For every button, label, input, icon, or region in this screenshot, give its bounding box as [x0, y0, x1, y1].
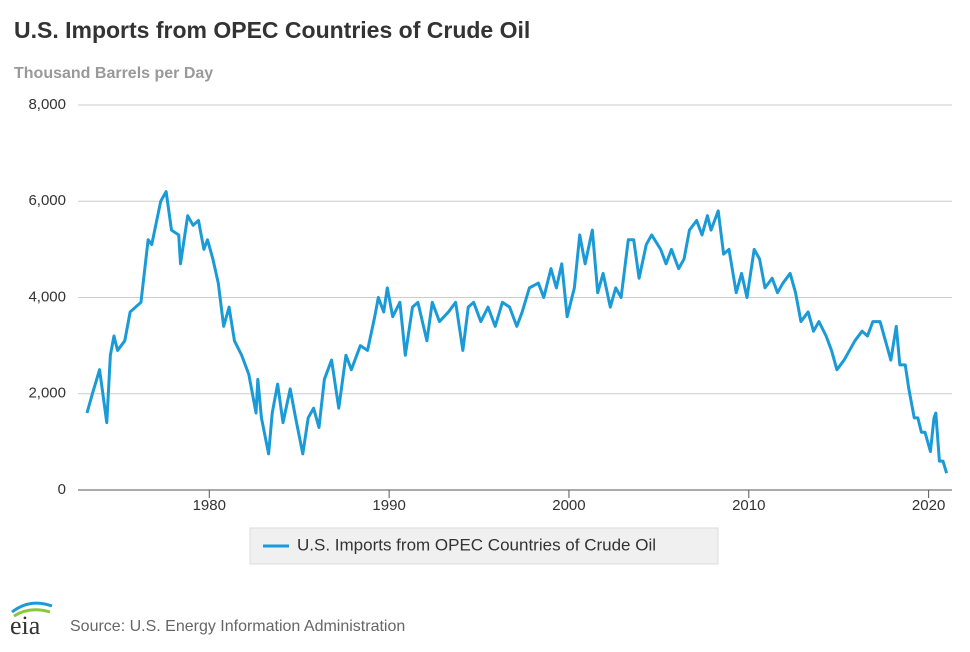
legend-label: U.S. Imports from OPEC Countries of Crud… — [297, 535, 656, 554]
x-tick-label: 1980 — [193, 497, 226, 514]
x-tick-label: 2010 — [732, 497, 765, 514]
chart-title: U.S. Imports from OPEC Countries of Crud… — [14, 17, 530, 43]
logo-arc — [13, 608, 51, 618]
logo-arc — [11, 601, 53, 614]
logo: eia — [10, 601, 53, 640]
x-tick-label: 2020 — [912, 497, 945, 514]
y-tick-label: 6,000 — [28, 192, 66, 209]
y-tick-label: 2,000 — [28, 385, 66, 402]
y-tick-label: 4,000 — [28, 288, 66, 305]
legend-box — [249, 527, 719, 565]
logo-text: eia — [10, 611, 41, 640]
data-line — [85, 190, 949, 474]
x-tick-label: 2000 — [552, 497, 585, 514]
source: Source: U.S. Energy Information Administ… — [70, 618, 405, 635]
y-tick-label: 8,000 — [28, 96, 66, 113]
y-tick-label: 0 — [58, 481, 66, 498]
x-tick-label: 1990 — [372, 497, 405, 514]
y-axis-label: Thousand Barrels per Day — [14, 65, 213, 82]
